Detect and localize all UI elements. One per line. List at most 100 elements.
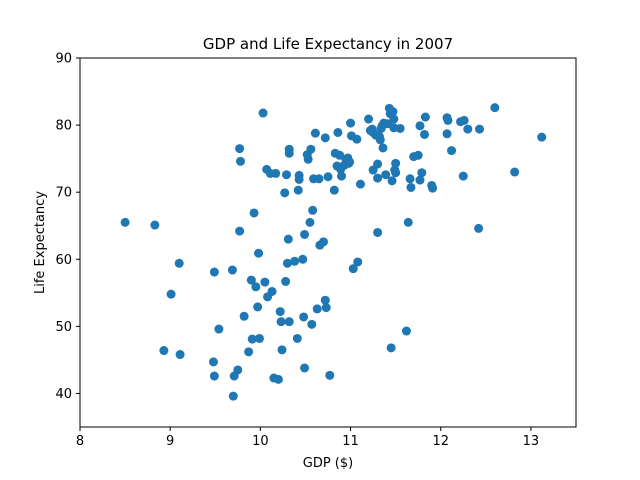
data-point (378, 143, 388, 153)
y-tick-label: 60 (55, 253, 72, 268)
x-tick-label: 11 (342, 434, 359, 449)
data-point (415, 175, 425, 185)
data-point (235, 144, 245, 154)
data-point (282, 170, 292, 180)
data-point (373, 227, 383, 237)
data-point (233, 365, 243, 375)
data-point (333, 127, 343, 137)
data-point (474, 223, 484, 233)
data-point (308, 205, 318, 215)
x-tick-label: 12 (432, 434, 449, 449)
y-axis-ticks: 40 50 60 70 80 90 (55, 52, 80, 402)
x-tick-label: 13 (523, 434, 540, 449)
data-point (387, 176, 397, 186)
data-point (381, 170, 391, 180)
y-axis-label: Life Expectancy (33, 191, 48, 294)
data-point (310, 128, 320, 138)
data-point (227, 265, 237, 275)
x-axis-ticks: 8 9 10 11 12 13 (76, 427, 539, 449)
data-point (214, 324, 224, 334)
data-point (314, 174, 324, 184)
data-point (463, 124, 473, 134)
data-point (258, 108, 268, 118)
data-point (458, 171, 468, 181)
data-point (329, 185, 339, 195)
data-point (159, 346, 169, 356)
data-point (413, 150, 423, 160)
data-point (209, 267, 219, 277)
data-point (321, 303, 331, 313)
y-tick-label: 40 (55, 387, 72, 402)
data-point (277, 345, 287, 355)
data-point (275, 307, 285, 317)
data-point (276, 317, 286, 327)
data-point (299, 312, 309, 322)
data-point (280, 188, 290, 198)
data-point (239, 311, 249, 321)
data-point (150, 220, 160, 230)
data-point (120, 217, 130, 227)
data-point (388, 107, 398, 117)
data-point (235, 226, 245, 236)
data-point (373, 173, 383, 183)
data-point (375, 135, 385, 145)
data-point (415, 121, 425, 131)
data-point (236, 156, 246, 166)
data-point (345, 157, 355, 167)
data-point (391, 158, 401, 168)
data-point (267, 286, 277, 296)
plot-frame (79, 57, 577, 428)
data-point (373, 159, 383, 169)
data-point (273, 374, 283, 384)
data-point (254, 333, 264, 343)
data-point (312, 304, 322, 314)
data-point (475, 124, 485, 134)
data-point (260, 277, 270, 287)
x-tick-label: 10 (252, 434, 269, 449)
data-point (355, 179, 365, 189)
data-point (353, 257, 363, 267)
chart-title: GDP and Life Expectancy in 2007 (203, 35, 453, 53)
data-point (325, 370, 335, 380)
data-point (303, 154, 313, 164)
data-point (298, 254, 308, 264)
data-point (281, 276, 291, 286)
data-point (406, 182, 416, 192)
data-point (320, 295, 330, 305)
data-point (294, 174, 304, 184)
data-point (209, 371, 219, 381)
data-point (318, 237, 328, 247)
data-point (419, 129, 429, 139)
data-point (175, 350, 185, 360)
data-point (300, 229, 310, 239)
data-point (442, 129, 452, 139)
data-point (391, 168, 401, 178)
y-tick-label: 80 (55, 119, 72, 134)
data-point (251, 282, 261, 292)
data-point (290, 256, 300, 266)
data-point (208, 357, 218, 367)
data-point (306, 144, 316, 154)
data-point (447, 146, 457, 156)
data-point (282, 258, 292, 268)
data-point (537, 132, 547, 142)
data-point (271, 168, 281, 178)
data-point (284, 317, 294, 327)
data-point (459, 115, 469, 125)
data-point (320, 133, 330, 143)
data-point (307, 319, 317, 329)
data-point (364, 114, 374, 124)
data-point (403, 217, 413, 227)
data-point (283, 234, 293, 244)
data-point (395, 123, 405, 133)
data-point (490, 103, 500, 113)
data-point (428, 183, 438, 193)
data-point (323, 172, 333, 182)
data-point (247, 334, 257, 344)
data-point (386, 343, 396, 353)
data-point (417, 168, 427, 178)
data-point (244, 347, 254, 357)
data-point (510, 167, 520, 177)
data-point (389, 114, 399, 124)
